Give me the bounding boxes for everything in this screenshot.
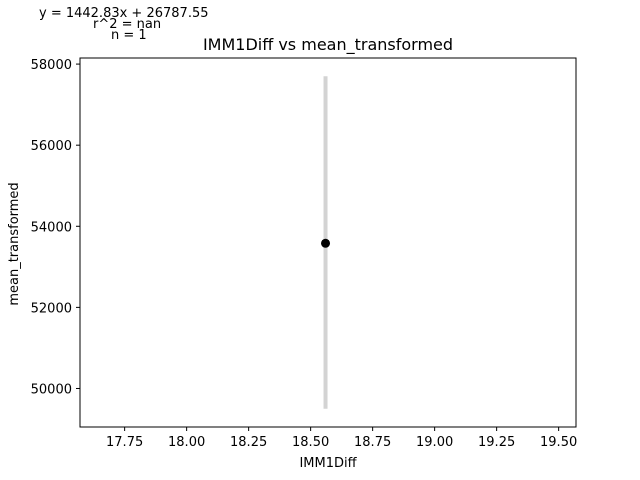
x-tick-label-2: 18.25 (230, 435, 267, 450)
x-tick-label-6: 19.25 (478, 435, 515, 450)
x-tick-label-4: 18.75 (354, 435, 391, 450)
y-tick-label-1: 52000 (31, 301, 72, 316)
x-tick-label-3: 18.50 (292, 435, 329, 450)
x-tick-label-0: 17.75 (106, 435, 143, 450)
annotation-equation: y = 1442.83x + 26787.55 (39, 6, 209, 21)
chart-title: IMM1Diff vs mean_transformed (203, 35, 453, 55)
y-axis-label: mean_transformed (7, 182, 22, 305)
x-tick-label-7: 19.50 (540, 435, 577, 450)
y-tick-label-3: 56000 (31, 139, 72, 154)
x-tick-label-1: 18.00 (168, 435, 205, 450)
y-tick-label-4: 58000 (31, 58, 72, 73)
axes-frame (79, 57, 577, 428)
plot-area: 17.75 18.00 18.25 18.50 18.75 19.00 19.25 19.50… (31, 57, 577, 450)
y-tick-label-0: 50000 (31, 382, 72, 397)
x-axis-label: IMM1Diff (299, 456, 357, 471)
data-point-0 (321, 238, 331, 248)
regression-annotations: y = 1442.83x + 26787.55 r^2 = nan n = 1 (39, 6, 209, 43)
annotation-r-squared: r^2 = nan (93, 17, 161, 32)
annotation-n: n = 1 (111, 28, 147, 43)
x-tick-label-5: 19.00 (416, 435, 453, 450)
y-tick-label-2: 54000 (31, 220, 72, 235)
